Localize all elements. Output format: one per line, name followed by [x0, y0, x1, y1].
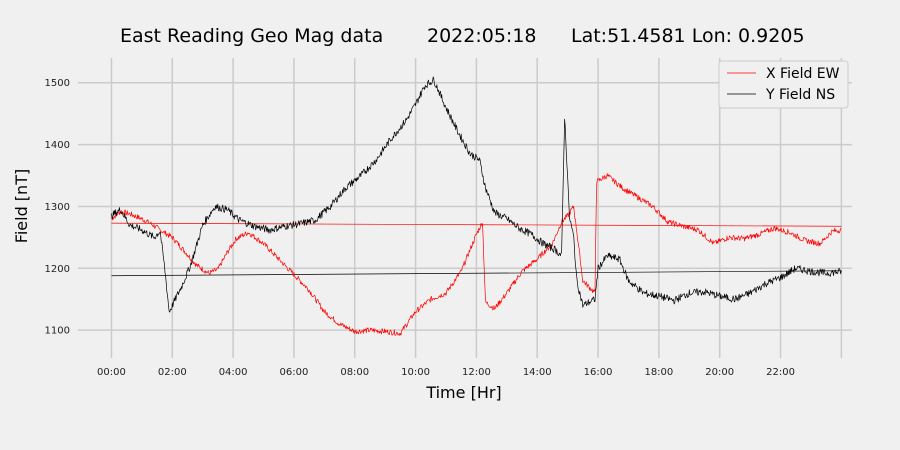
y-tick-label: 1200: [45, 264, 70, 275]
y-axis-label: Field [nT]: [12, 169, 31, 243]
series-line-1: [111, 76, 842, 313]
baseline-line: [111, 222, 842, 227]
x-tick-label: 04:00: [219, 367, 248, 378]
baseline-line: [111, 270, 842, 277]
chart-title-name: East Reading Geo Mag data: [120, 25, 383, 47]
legend: X Field EW Y Field NS: [718, 60, 849, 109]
baselines: [111, 222, 842, 277]
y-tick-label: 1400: [45, 140, 70, 151]
y-tick-label: 1500: [45, 78, 70, 89]
x-tick-label: 20:00: [705, 367, 734, 378]
x-tick-label: 08:00: [340, 367, 369, 378]
x-tick-label: 10:00: [401, 367, 430, 378]
x-axis-label: Time [Hr]: [425, 383, 501, 402]
x-tick-label: 14:00: [523, 367, 552, 378]
legend-label-x-field: X Field EW: [766, 66, 840, 82]
legend-label-y-field: Y Field NS: [765, 87, 835, 103]
series-lines: [111, 76, 842, 336]
x-tick-label: 00:00: [97, 367, 126, 378]
series-line-0: [111, 173, 842, 336]
x-tick-label: 16:00: [584, 367, 613, 378]
tick-labels: 00:00 02:00 04:00 06:00 08:00 10:00 12:00 14:00…: [45, 78, 795, 378]
y-tick-label: 1100: [45, 326, 70, 337]
chart-title-date: 2022:05:18: [427, 25, 537, 47]
chart-title-location: Lat:51.4581 Lon: 0.9205: [571, 25, 805, 47]
x-tick-label: 06:00: [280, 367, 309, 378]
y-tick-label: 1300: [45, 202, 70, 213]
x-tick-label: 22:00: [766, 367, 795, 378]
x-tick-label: 18:00: [644, 367, 673, 378]
x-tick-label: 12:00: [462, 367, 491, 378]
x-tick-label: 02:00: [158, 367, 187, 378]
